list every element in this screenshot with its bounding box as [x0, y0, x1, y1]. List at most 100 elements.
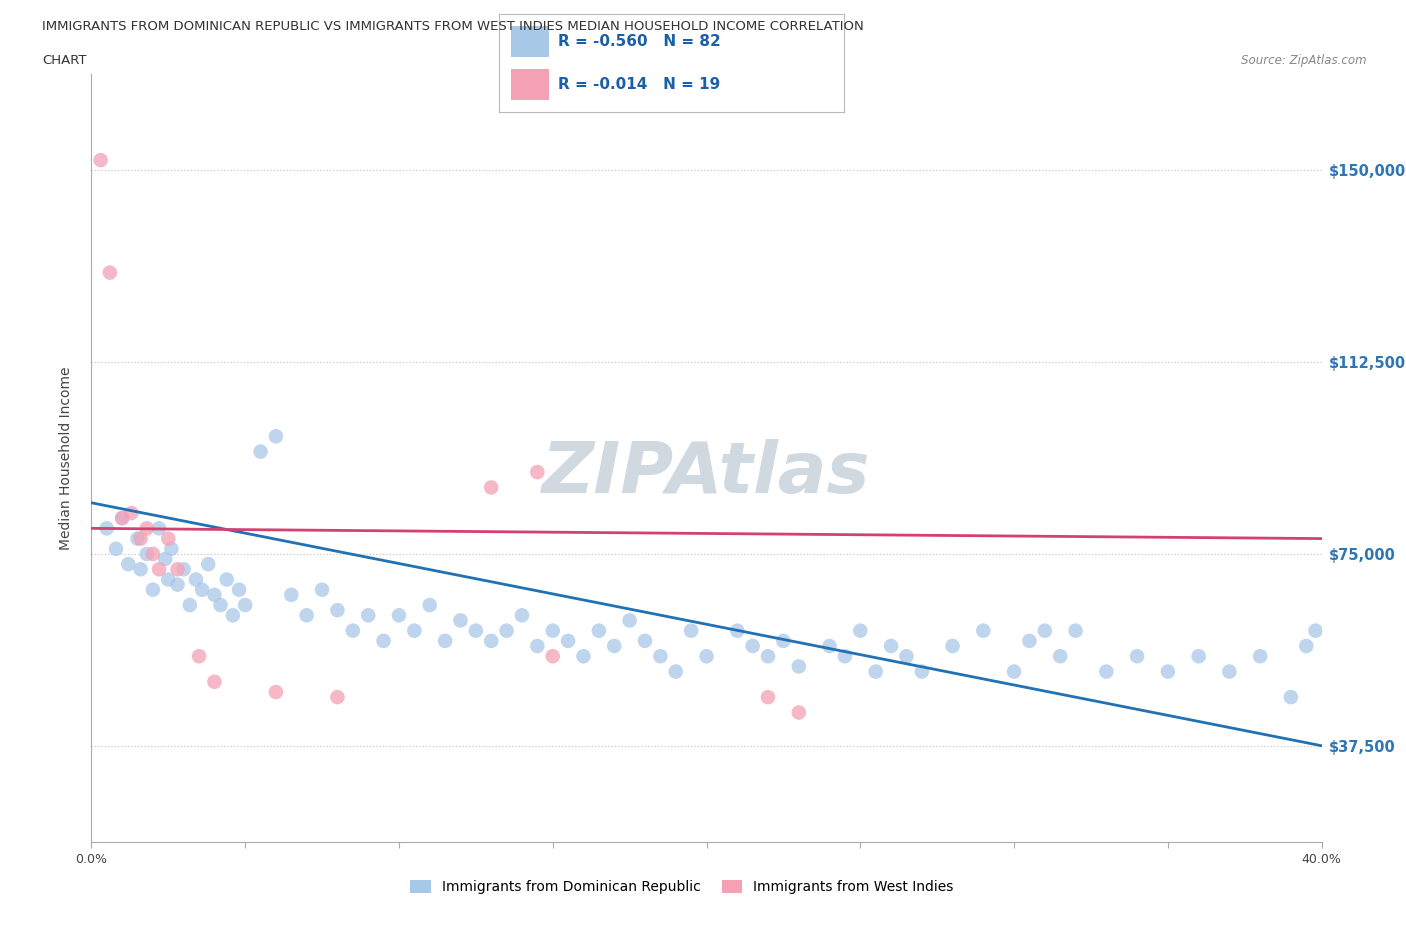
Point	[326, 690, 349, 705]
Point	[209, 598, 232, 613]
Point	[772, 633, 794, 648]
Point	[681, 623, 703, 638]
Point	[741, 639, 763, 654]
Point	[1279, 690, 1302, 705]
Point	[541, 623, 564, 638]
Point	[127, 531, 149, 546]
Point	[373, 633, 395, 648]
Point	[90, 153, 112, 167]
Point	[911, 664, 934, 679]
Point	[120, 506, 142, 521]
Point	[153, 551, 177, 566]
Point	[787, 705, 810, 720]
Point	[142, 582, 165, 597]
Point	[105, 541, 127, 556]
Point	[557, 633, 579, 648]
Point	[160, 541, 183, 556]
Point	[725, 623, 748, 638]
Point	[1305, 623, 1327, 638]
Point	[942, 639, 965, 654]
Point	[849, 623, 872, 638]
Text: R = -0.560   N = 82: R = -0.560 N = 82	[558, 33, 720, 48]
Text: IMMIGRANTS FROM DOMINICAN REPUBLIC VS IMMIGRANTS FROM WEST INDIES MEDIAN HOUSEHO: IMMIGRANTS FROM DOMINICAN REPUBLIC VS IM…	[42, 20, 863, 33]
Point	[188, 649, 211, 664]
Point	[184, 572, 207, 587]
Point	[1095, 664, 1118, 679]
Point	[1295, 639, 1317, 654]
Point	[129, 562, 152, 577]
Point	[142, 547, 165, 562]
Point	[326, 603, 349, 618]
Point	[111, 511, 134, 525]
Point	[787, 659, 810, 674]
Point	[249, 445, 271, 459]
Point	[1018, 633, 1040, 648]
Bar	[512, 69, 550, 100]
Point	[1187, 649, 1209, 664]
Point	[173, 562, 195, 577]
Point	[166, 562, 188, 577]
Point	[111, 511, 134, 525]
Point	[588, 623, 610, 638]
Point	[179, 598, 201, 613]
Point	[479, 480, 502, 495]
Point	[1249, 649, 1271, 664]
Point	[191, 582, 214, 597]
Point	[1002, 664, 1025, 679]
Point	[464, 623, 486, 638]
Point	[311, 582, 333, 597]
Legend: Immigrants from Dominican Republic, Immigrants from West Indies: Immigrants from Dominican Republic, Immi…	[405, 875, 959, 900]
Point	[603, 639, 626, 654]
Point	[342, 623, 364, 638]
Text: R = -0.014   N = 19: R = -0.014 N = 19	[558, 77, 720, 92]
Point	[1157, 664, 1180, 679]
Point	[1049, 649, 1071, 664]
Point	[650, 649, 672, 664]
Point	[479, 633, 502, 648]
Point	[495, 623, 517, 638]
Text: ZIPAtlas: ZIPAtlas	[543, 439, 870, 508]
Point	[280, 588, 302, 603]
Point	[129, 531, 152, 546]
Point	[880, 639, 903, 654]
Point	[865, 664, 887, 679]
Point	[295, 608, 318, 623]
Point	[419, 598, 441, 613]
Point	[619, 613, 641, 628]
Point	[818, 639, 841, 654]
Point	[215, 572, 238, 587]
Point	[634, 633, 657, 648]
Point	[834, 649, 856, 664]
Point	[1218, 664, 1240, 679]
Text: Source: ZipAtlas.com: Source: ZipAtlas.com	[1241, 54, 1367, 67]
Point	[98, 265, 121, 280]
Bar	[512, 26, 550, 57]
Point	[202, 674, 225, 689]
Point	[388, 608, 411, 623]
Point	[197, 557, 219, 572]
Point	[148, 562, 170, 577]
Point	[526, 465, 548, 480]
Point	[541, 649, 564, 664]
Point	[148, 521, 170, 536]
Point	[1033, 623, 1056, 638]
Point	[202, 588, 225, 603]
Point	[135, 521, 157, 536]
Point	[228, 582, 250, 597]
Point	[357, 608, 380, 623]
Point	[696, 649, 718, 664]
Point	[157, 531, 180, 546]
Point	[572, 649, 595, 664]
Point	[222, 608, 245, 623]
Point	[510, 608, 533, 623]
Point	[896, 649, 918, 664]
Point	[449, 613, 471, 628]
Point	[96, 521, 118, 536]
Point	[665, 664, 688, 679]
Point	[264, 429, 287, 444]
Y-axis label: Median Household Income: Median Household Income	[59, 366, 73, 550]
Point	[404, 623, 426, 638]
Point	[756, 649, 779, 664]
Text: CHART: CHART	[42, 54, 87, 67]
Point	[233, 598, 256, 613]
